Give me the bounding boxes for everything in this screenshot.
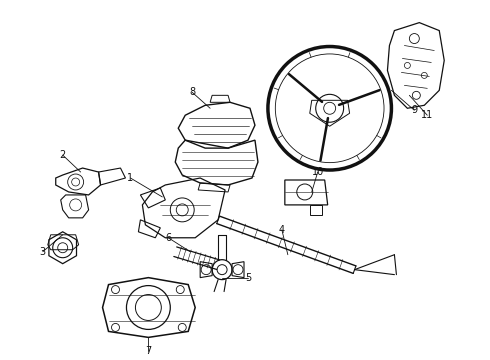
Text: 7: 7: [145, 346, 151, 356]
Text: 2: 2: [60, 150, 66, 160]
Text: 9: 9: [411, 105, 417, 115]
Text: 10: 10: [312, 167, 324, 177]
Text: 6: 6: [165, 233, 172, 243]
Text: 5: 5: [245, 273, 251, 283]
Text: 11: 11: [421, 110, 434, 120]
Text: 8: 8: [189, 87, 196, 97]
Text: 3: 3: [40, 247, 46, 257]
Text: 1: 1: [127, 173, 133, 183]
Text: 4: 4: [279, 225, 285, 235]
